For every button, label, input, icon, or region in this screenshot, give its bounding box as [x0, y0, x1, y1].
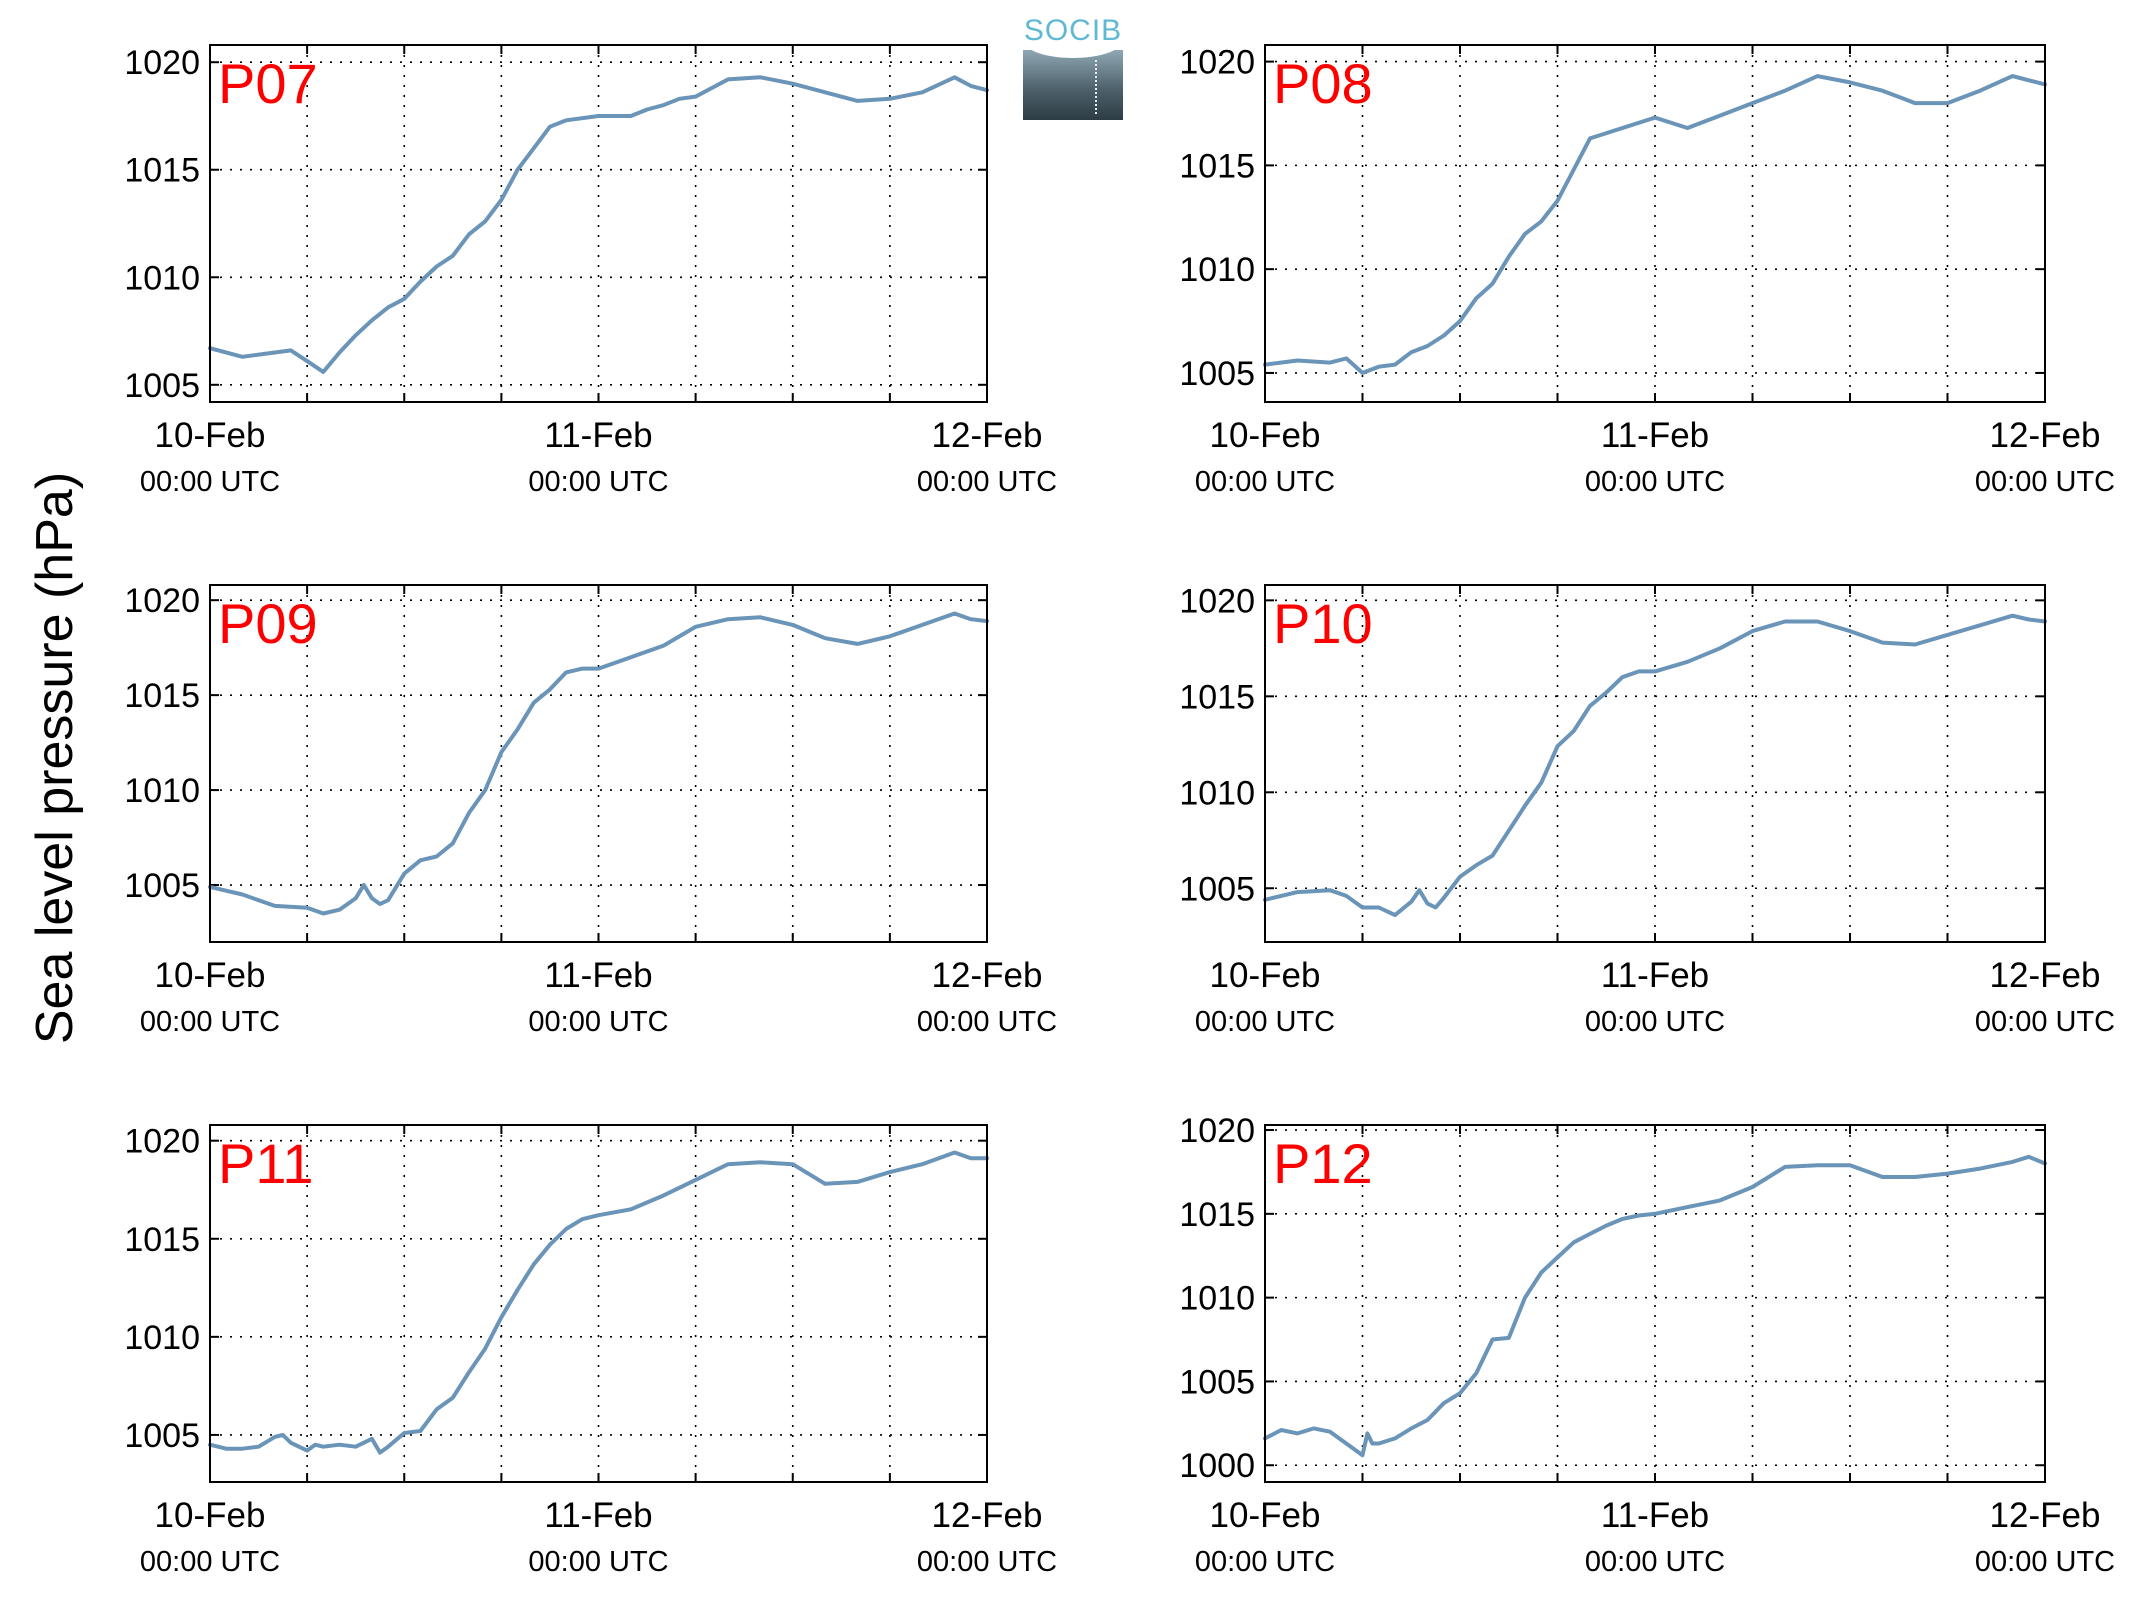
- y-tick-label: 1005: [1179, 870, 1255, 908]
- y-tick-label: 1015: [1179, 1196, 1255, 1234]
- x-tick-label-time: 00:00 UTC: [140, 466, 280, 498]
- x-tick-label-time: 00:00 UTC: [917, 466, 1057, 498]
- series-line-p10: [1263, 613, 2047, 918]
- x-tick-label-date: 10-Feb: [1210, 956, 1321, 995]
- x-tick-label-time: 00:00 UTC: [1195, 1006, 1335, 1038]
- x-tick-label-date: 12-Feb: [932, 1496, 1043, 1535]
- panel-p07: 1005 1010 1015 1020 10-Feb 00:00 UTC 11-Feb 00:…: [124, 44, 1057, 498]
- y-tick-label: 1020: [1179, 1112, 1255, 1150]
- x-tick-label-time: 00:00 UTC: [1975, 1546, 2115, 1578]
- x-tick-label-time: 00:00 UTC: [1975, 1006, 2115, 1038]
- series-line-p12: [1263, 1154, 2047, 1458]
- panel-p09: 1005 1010 1015 1020 10-Feb 00:00 UTC 11-Feb 00:…: [124, 582, 1057, 1038]
- x-tick-label-date: 10-Feb: [1210, 416, 1321, 455]
- x-tick-label-date: 10-Feb: [155, 1496, 266, 1535]
- series-line-p09: [208, 611, 989, 916]
- x-tick-label-time: 00:00 UTC: [1585, 1006, 1725, 1038]
- series-line-p07: [208, 75, 989, 374]
- panel-p11: 1005 1010 1015 1020 10-Feb 00:00 UTC 11-Feb 00:…: [124, 1123, 1057, 1578]
- y-tick-label: 1005: [1179, 1363, 1255, 1401]
- x-tick-label-date: 11-Feb: [544, 1496, 652, 1535]
- x-tick-label-time: 00:00 UTC: [528, 466, 668, 498]
- axes-frame: [209, 584, 988, 943]
- y-tick-label: 1015: [124, 152, 200, 190]
- socib-logo: SOCIB: [1023, 14, 1123, 120]
- x-tick-label-time: 00:00 UTC: [1975, 466, 2115, 498]
- x-tick-label-date: 11-Feb: [1601, 1496, 1709, 1535]
- axes-frame: [1264, 584, 2046, 943]
- logo-mark: [1023, 50, 1123, 120]
- x-tick-label-date: 10-Feb: [1210, 1496, 1321, 1535]
- x-tick-label-date: 12-Feb: [1990, 956, 2101, 995]
- y-tick-label: 1015: [124, 677, 200, 715]
- logo-text: SOCIB: [1023, 14, 1123, 47]
- y-tick-label: 1005: [124, 1417, 200, 1455]
- x-tick-label-date: 11-Feb: [544, 416, 652, 455]
- y-tick-label: 1020: [124, 44, 200, 82]
- panel-label: P12: [1273, 1132, 1373, 1195]
- x-tick-label-date: 11-Feb: [544, 956, 652, 995]
- y-tick-label: 1010: [124, 1319, 200, 1357]
- x-tick-label-time: 00:00 UTC: [528, 1546, 668, 1578]
- y-tick-label: 1015: [124, 1221, 200, 1259]
- panel-label: P07: [218, 52, 318, 115]
- y-tick-label: 1010: [1179, 251, 1255, 289]
- x-tick-label-date: 12-Feb: [1990, 416, 2101, 455]
- panel-label: P08: [1273, 52, 1373, 115]
- x-tick-label-date: 10-Feb: [155, 956, 266, 995]
- series-line-p08: [1263, 74, 2047, 375]
- x-tick-label-time: 00:00 UTC: [140, 1546, 280, 1578]
- y-tick-label: 1005: [124, 867, 200, 905]
- y-tick-label: 1010: [1179, 1280, 1255, 1318]
- y-tick-label: 1010: [124, 772, 200, 810]
- x-tick-label-time: 00:00 UTC: [1195, 1546, 1335, 1578]
- panel-p10: 1005 1010 1015 1020 10-Feb 00:00 UTC 11-Feb 00:…: [1179, 582, 2115, 1038]
- x-tick-label-time: 00:00 UTC: [140, 1006, 280, 1038]
- y-tick-label: 1020: [1179, 582, 1255, 620]
- x-tick-label-time: 00:00 UTC: [1585, 1546, 1725, 1578]
- x-tick-label-time: 00:00 UTC: [1585, 466, 1725, 498]
- x-tick-label-time: 00:00 UTC: [528, 1006, 668, 1038]
- series-line-p11: [208, 1150, 989, 1455]
- x-tick-label-date: 11-Feb: [1601, 416, 1709, 455]
- axes-frame: [1264, 44, 2046, 403]
- y-tick-label: 1010: [1179, 774, 1255, 812]
- y-tick-label: 1005: [124, 367, 200, 405]
- y-axis-label: Sea level pressure (hPa): [26, 472, 84, 1044]
- axes-frame: [209, 44, 988, 403]
- panel-label: P10: [1273, 592, 1373, 655]
- axes-frame: [209, 1124, 988, 1483]
- x-tick-label-date: 12-Feb: [932, 956, 1043, 995]
- axes-frame: [1264, 1124, 2046, 1483]
- panel-p08: 1005 1010 1015 1020 10-Feb 00:00 UTC 11-Feb 00:…: [1179, 44, 2115, 498]
- x-tick-label-date: 11-Feb: [1601, 956, 1709, 995]
- x-tick-label-time: 00:00 UTC: [917, 1006, 1057, 1038]
- y-tick-label: 1020: [1179, 44, 1255, 82]
- x-tick-label-time: 00:00 UTC: [917, 1546, 1057, 1578]
- y-tick-label: 1015: [1179, 147, 1255, 185]
- x-tick-label-date: 10-Feb: [155, 416, 266, 455]
- x-tick-label-date: 12-Feb: [932, 416, 1043, 455]
- panel-label: P09: [218, 592, 318, 655]
- panel-p12: 1000 1005 1010 1015 1020 10-Feb 00:00 UTC 11-Fe…: [1179, 1112, 2115, 1578]
- y-tick-label: 1000: [1179, 1447, 1255, 1485]
- y-tick-label: 1010: [124, 259, 200, 297]
- y-tick-label: 1020: [124, 582, 200, 620]
- y-tick-label: 1020: [124, 1123, 200, 1161]
- x-tick-label-date: 12-Feb: [1990, 1496, 2101, 1535]
- x-tick-label-time: 00:00 UTC: [1195, 466, 1335, 498]
- y-tick-label: 1005: [1179, 355, 1255, 393]
- y-tick-label: 1015: [1179, 678, 1255, 716]
- panel-label: P11: [218, 1132, 313, 1195]
